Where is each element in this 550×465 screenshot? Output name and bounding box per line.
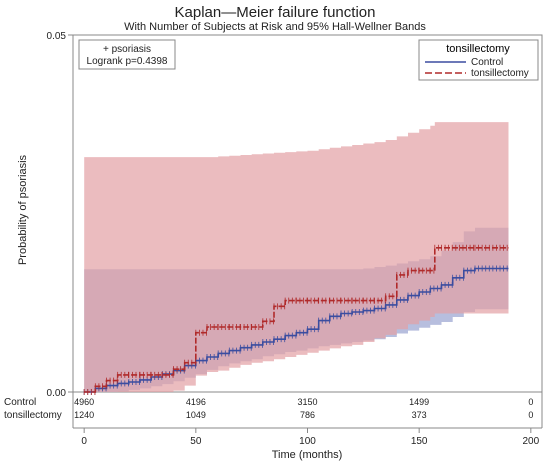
at-risk-label: Control [4, 397, 36, 408]
legend-entry-tonsillectomy: tonsillectomy [471, 68, 529, 79]
at-risk-count: 786 [300, 410, 315, 420]
at-risk-label: tonsillectomy [4, 410, 62, 421]
at-risk-count: 0 [528, 397, 533, 407]
at-risk-table: Control 4960 4196 3150 1499 0 tonsillectomy 124… [4, 397, 533, 421]
x-tick-label: 0 [81, 436, 87, 447]
x-tick-label: 200 [522, 436, 539, 447]
band-tonsillectomy [84, 122, 509, 392]
censor-marks-tonsillectomy [83, 244, 508, 395]
survival-curves [83, 244, 509, 395]
chart-title: Kaplan—Meier failure function [174, 4, 376, 21]
x-axis-label: Time (months) [272, 449, 343, 461]
annotation-line-1: + psoriasis [103, 44, 151, 55]
annotation-box: + psoriasis Logrank p=0.4398 [78, 39, 176, 70]
x-tick-label: 100 [299, 436, 316, 447]
at-risk-count: 1499 [409, 397, 429, 407]
legend-entry-control: Control [471, 57, 503, 68]
at-risk-count: 1049 [186, 410, 206, 420]
at-risk-count: 373 [412, 410, 427, 420]
chart-subtitle: With Number of Subjects at Risk and 95% … [124, 21, 426, 33]
legend-title: tonsillectomy [446, 43, 510, 55]
at-risk-count: 1240 [74, 410, 94, 420]
x-tick-label: 50 [190, 436, 202, 447]
at-risk-count: 4196 [186, 397, 206, 407]
y-axis: 0.00 0.05 [47, 31, 73, 399]
at-risk-count: 4960 [74, 397, 94, 407]
confidence-bands [84, 122, 509, 392]
at-risk-count: 3150 [297, 397, 317, 407]
y-tick-label: 0.05 [47, 31, 67, 42]
annotation-line-2: Logrank p=0.4398 [87, 56, 168, 67]
y-tick-label: 0.00 [47, 388, 67, 399]
x-axis: 0 50 100 150 200 [81, 428, 540, 447]
plot-frame [72, 34, 543, 393]
legend: tonsillectomy Control tonsillectomy [418, 39, 539, 81]
curve-tonsillectomy [84, 247, 509, 393]
y-axis-label: Probability of psoriasis [17, 154, 29, 265]
at-risk-count: 0 [528, 410, 533, 420]
x-tick-label: 150 [411, 436, 428, 447]
